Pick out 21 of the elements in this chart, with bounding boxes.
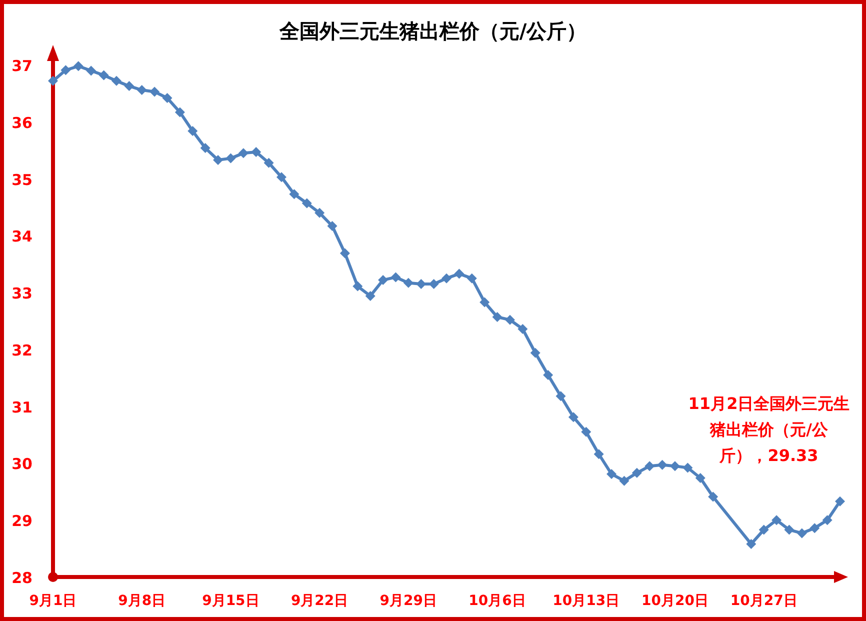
x-tick-label: 10月13日 — [552, 593, 620, 609]
x-tick-label: 10月20日 — [642, 593, 708, 609]
y-tick-label: 28 — [12, 569, 32, 587]
chart-title: 全国外三元生猪出栏价（元/公斤） — [278, 19, 587, 43]
y-tick-label: 33 — [12, 284, 32, 303]
y-tick-label: 31 — [12, 398, 32, 416]
y-tick-label: 29 — [12, 512, 32, 530]
x-tick-label: 9月15日 — [202, 593, 260, 609]
x-tick-label: 10月6日 — [468, 593, 526, 609]
y-tick-label: 34 — [12, 228, 32, 246]
y-tick-label: 35 — [12, 170, 32, 189]
y-tick-label: 37 — [12, 57, 32, 75]
x-tick-label: 9月22日 — [290, 593, 348, 609]
x-tick-label: 9月1日 — [29, 593, 77, 609]
x-tick-label: 9月29日 — [380, 593, 438, 609]
y-tick-label: 30 — [12, 455, 32, 474]
y-tick-label: 32 — [12, 341, 32, 360]
annotation: 11月2日全国外三元生猪出栏价（元/公斤），29.33 — [688, 393, 850, 468]
y-tick-label: 36 — [12, 114, 32, 132]
x-tick-label: 9月8日 — [118, 593, 166, 609]
x-tick-label: 10月27日 — [730, 593, 798, 609]
